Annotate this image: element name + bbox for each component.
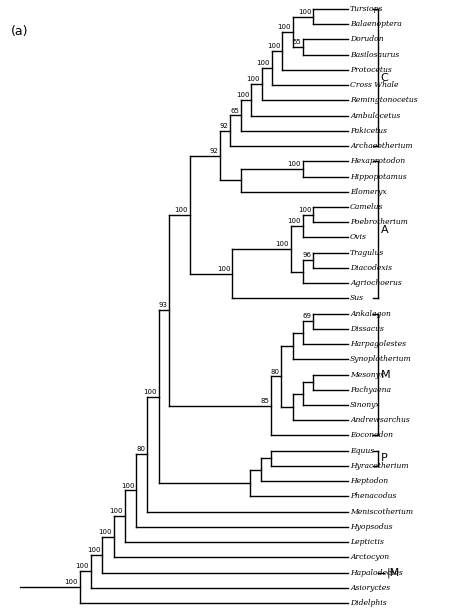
Text: Archaeotherium: Archaeotherium xyxy=(350,142,413,150)
Text: Hapalodectes: Hapalodectes xyxy=(350,569,403,577)
Text: 100: 100 xyxy=(246,76,260,83)
Text: Didelphis: Didelphis xyxy=(350,599,387,607)
Text: Cross Whale: Cross Whale xyxy=(350,81,399,89)
Text: 100: 100 xyxy=(277,24,291,30)
Text: Elomeryx: Elomeryx xyxy=(350,188,387,196)
Text: Ankalagon: Ankalagon xyxy=(350,310,391,318)
Text: Hippopotamus: Hippopotamus xyxy=(350,173,407,181)
Text: Synoplotherium: Synoplotherium xyxy=(350,356,412,364)
Text: Pachyaena: Pachyaena xyxy=(350,386,391,394)
Text: Hexaprotodon: Hexaprotodon xyxy=(350,157,405,165)
Text: Basilosaurus: Basilosaurus xyxy=(350,51,399,59)
Text: P: P xyxy=(381,453,387,463)
Text: (a): (a) xyxy=(11,25,28,39)
Text: 80: 80 xyxy=(270,368,279,375)
Text: Tragulus: Tragulus xyxy=(350,248,384,256)
Text: Ovis: Ovis xyxy=(350,233,367,242)
Text: 100: 100 xyxy=(288,218,301,224)
Text: 100: 100 xyxy=(267,43,280,49)
Text: |M: |M xyxy=(386,567,400,578)
Text: Protocetus: Protocetus xyxy=(350,66,392,74)
Text: Ambulocetus: Ambulocetus xyxy=(350,111,401,119)
Text: Harpagolestes: Harpagolestes xyxy=(350,340,406,348)
Text: A: A xyxy=(381,225,388,235)
Text: 100: 100 xyxy=(109,509,123,515)
Text: 100: 100 xyxy=(75,564,89,569)
Text: Hyracotherium: Hyracotherium xyxy=(350,462,409,470)
Text: Sinonyx: Sinonyx xyxy=(350,401,381,409)
Text: Heptodon: Heptodon xyxy=(350,477,388,485)
Text: 100: 100 xyxy=(275,241,289,247)
Text: Camelus: Camelus xyxy=(350,203,383,211)
Text: Arctocyon: Arctocyon xyxy=(350,553,389,561)
Text: 65: 65 xyxy=(230,108,239,114)
Text: Balaenoptera: Balaenoptera xyxy=(350,20,402,28)
Text: 100: 100 xyxy=(298,207,311,213)
Text: 85: 85 xyxy=(260,398,269,404)
Text: M: M xyxy=(381,370,391,379)
Text: Equus: Equus xyxy=(350,447,374,455)
Text: Phenacodus: Phenacodus xyxy=(350,493,396,501)
Text: Mesonyx: Mesonyx xyxy=(350,370,384,379)
Text: 100: 100 xyxy=(121,483,134,488)
Text: 100: 100 xyxy=(256,60,270,66)
Text: Diacodexis: Diacodexis xyxy=(350,264,392,272)
Text: Meniscotherium: Meniscotherium xyxy=(350,507,413,516)
Text: 100: 100 xyxy=(288,161,301,167)
Text: Andrewsarchus: Andrewsarchus xyxy=(350,416,410,424)
Text: Sus: Sus xyxy=(350,294,364,302)
Text: 92: 92 xyxy=(219,123,228,129)
Text: 92: 92 xyxy=(210,147,218,154)
Text: 100: 100 xyxy=(144,389,157,395)
Text: Agriochoerus: Agriochoerus xyxy=(350,279,402,287)
Text: 80: 80 xyxy=(137,446,146,452)
Text: Asioryctes: Asioryctes xyxy=(350,584,390,592)
Text: Pakicetus: Pakicetus xyxy=(350,127,387,135)
Text: Remingtonocetus: Remingtonocetus xyxy=(350,96,418,105)
Text: 100: 100 xyxy=(98,529,112,535)
Text: 93: 93 xyxy=(158,302,167,308)
Text: 100: 100 xyxy=(174,207,188,213)
Text: 100: 100 xyxy=(217,266,230,272)
Text: Eoconodon: Eoconodon xyxy=(350,431,393,439)
Text: 100: 100 xyxy=(236,92,249,98)
Text: 100: 100 xyxy=(298,9,311,15)
Text: 69: 69 xyxy=(302,313,311,319)
Text: 100: 100 xyxy=(64,580,78,585)
Text: 55: 55 xyxy=(292,39,301,45)
Text: 96: 96 xyxy=(302,253,311,258)
Text: Tursiops: Tursiops xyxy=(350,5,383,13)
Text: Poebrotherium: Poebrotherium xyxy=(350,218,408,226)
Text: Leptictis: Leptictis xyxy=(350,538,384,546)
Text: Dissacus: Dissacus xyxy=(350,325,384,333)
Text: Dorudon: Dorudon xyxy=(350,35,384,43)
Text: 100: 100 xyxy=(87,547,100,553)
Text: C: C xyxy=(381,73,389,83)
Text: Hyopsodus: Hyopsodus xyxy=(350,523,392,531)
